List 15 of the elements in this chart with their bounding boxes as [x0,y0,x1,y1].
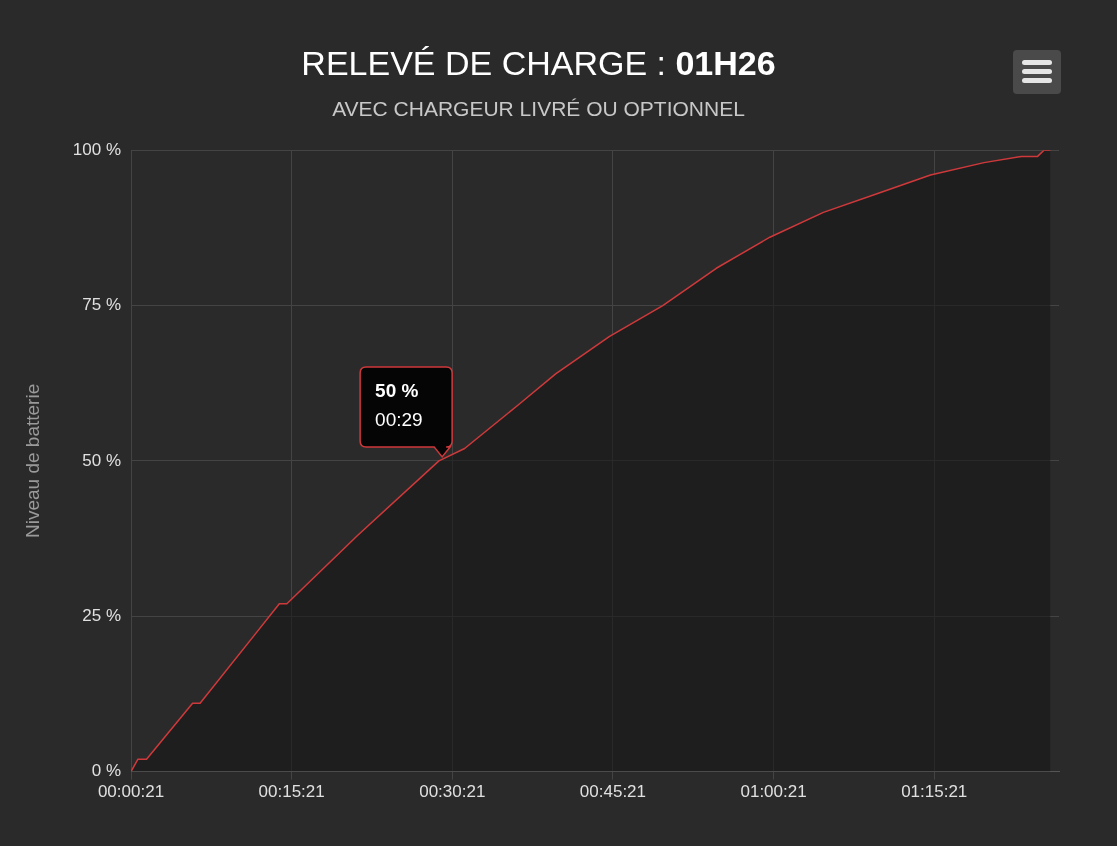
x-tick-label: 00:30:21 [419,782,486,802]
x-tick-label: 00:15:21 [258,782,325,802]
y-tick-label: 50 % [82,450,121,470]
y-tick-label: 100 % [72,139,121,159]
x-tick-label: 01:15:21 [901,782,968,802]
annotation: 50 % 00:29 [375,380,423,431]
chart-title: RELEVÉ DE CHARGE : 01H26 [300,44,777,83]
x-tick-label: 00:45:21 [579,782,647,802]
x-tick-label: 01:00:21 [740,782,807,802]
chart-subtitle: AVEC CHARGEUR LIVRÉ OU OPTIONNEL [331,97,746,121]
x-tick-label: 00:00:21 [97,782,165,802]
y-axis-title: Niveau de batterie [21,383,43,539]
y-tick-label: 25 % [82,605,121,625]
y-tick-label: 0 % [91,761,121,781]
y-tick-label: 75 % [82,295,121,315]
